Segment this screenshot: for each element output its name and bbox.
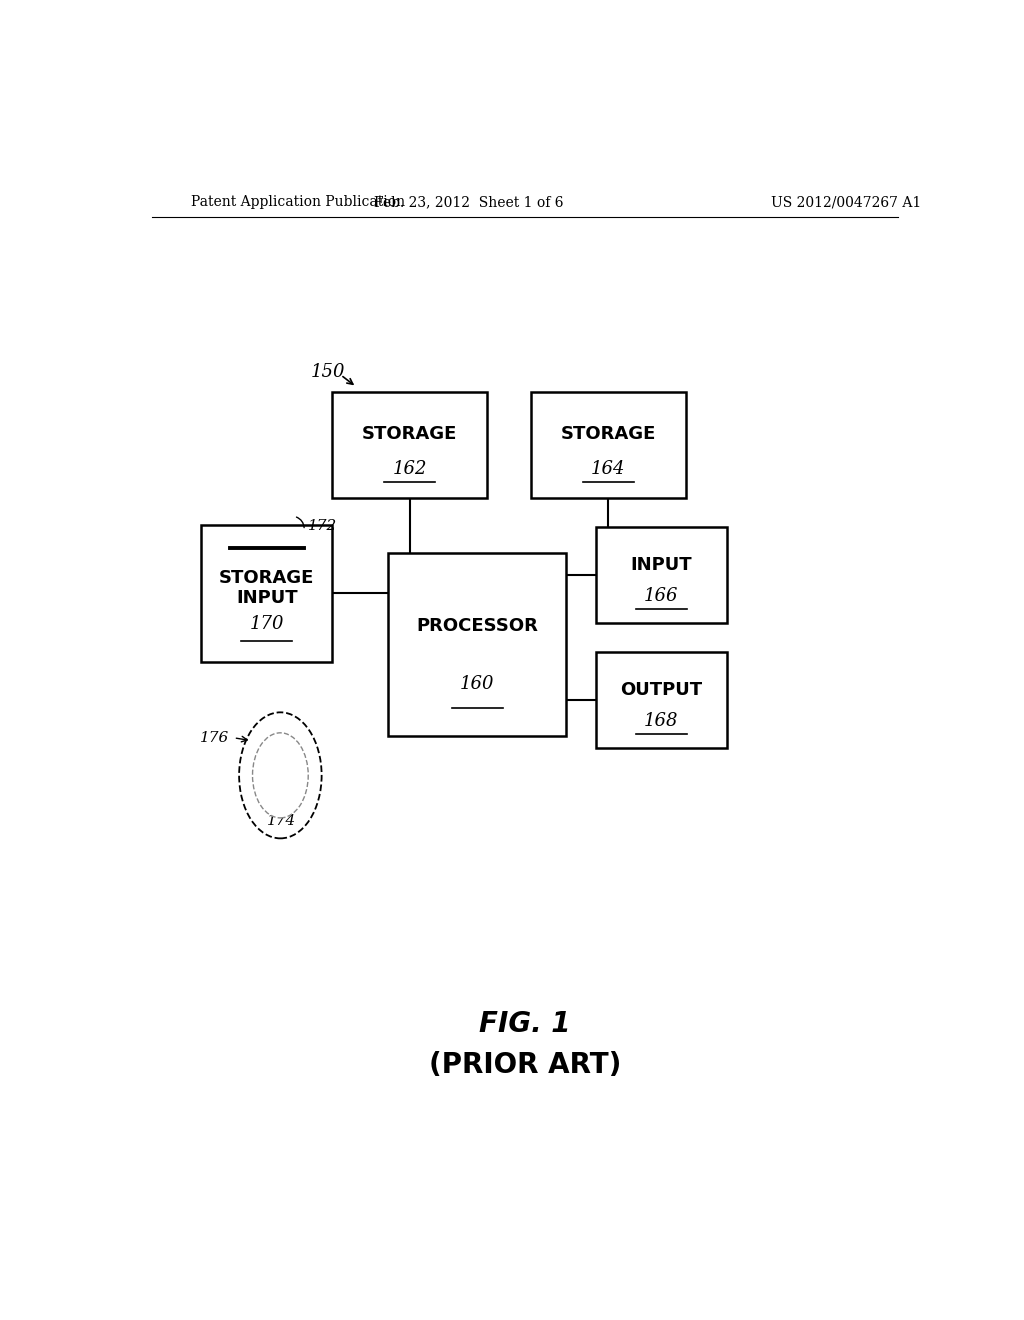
Text: 176: 176 [201,731,229,744]
Text: STORAGE: STORAGE [362,425,458,444]
Text: 170: 170 [250,615,284,632]
Text: PROCESSOR: PROCESSOR [416,616,539,635]
Text: FIG. 1: FIG. 1 [479,1010,570,1039]
Text: 150: 150 [310,363,345,381]
Bar [596,652,727,748]
Text: 172: 172 [308,519,337,533]
Text: 162: 162 [392,459,427,478]
Text: 166: 166 [644,587,679,606]
Bar [388,553,566,735]
Bar [596,527,727,623]
Bar [333,392,487,499]
Text: US 2012/0047267 A1: US 2012/0047267 A1 [771,195,921,209]
Text: 174: 174 [267,814,296,828]
Bar [530,392,685,499]
Text: STORAGE
INPUT: STORAGE INPUT [219,569,314,607]
Text: Patent Application Publication: Patent Application Publication [191,195,406,209]
Text: OUTPUT: OUTPUT [621,681,702,700]
Bar [202,525,333,663]
Text: (PRIOR ART): (PRIOR ART) [429,1051,621,1078]
Text: INPUT: INPUT [631,557,692,574]
Text: 160: 160 [460,676,495,693]
Text: Feb. 23, 2012  Sheet 1 of 6: Feb. 23, 2012 Sheet 1 of 6 [375,195,564,209]
Ellipse shape [253,733,308,818]
Text: 164: 164 [591,459,626,478]
Text: 168: 168 [644,713,679,730]
Text: STORAGE: STORAGE [560,425,655,444]
Ellipse shape [240,713,322,838]
